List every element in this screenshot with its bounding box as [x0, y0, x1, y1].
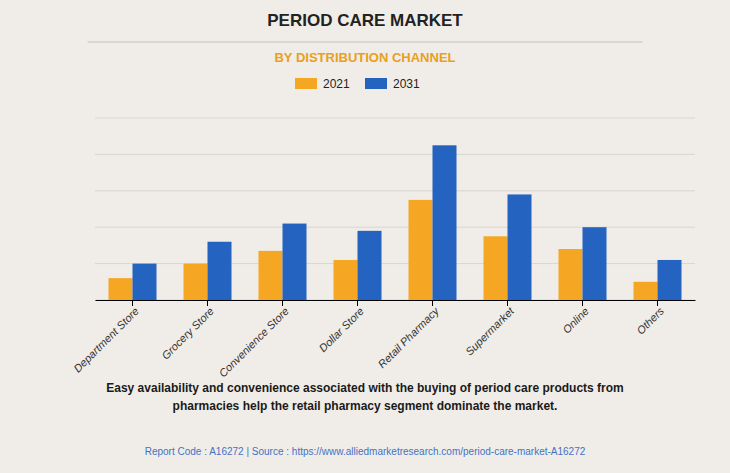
x-axis-line [96, 300, 696, 301]
separator [88, 42, 643, 43]
bar [433, 145, 457, 300]
bar [109, 278, 133, 300]
bar-series [109, 200, 658, 300]
bar [184, 264, 208, 300]
grid-line [95, 190, 695, 191]
bar [208, 242, 232, 300]
bar [634, 282, 658, 300]
grid-line [95, 154, 695, 155]
bar [334, 260, 358, 300]
x-tick: Retail Pharmacy [376, 300, 443, 370]
bar [133, 264, 157, 300]
x-tick-label: Others [634, 304, 666, 336]
legend-swatch [295, 78, 317, 89]
bar [259, 251, 283, 300]
legend-swatch [365, 78, 387, 89]
subtitle: BY DISTRIBUTION CHANNEL [274, 50, 455, 65]
x-tick-label: Supermarket [463, 304, 517, 358]
x-tick-label: Convenience Store [216, 305, 291, 380]
bar [583, 227, 607, 300]
x-tick: Convenience Store [216, 300, 291, 379]
grid [95, 118, 695, 300]
bar [358, 231, 382, 300]
x-tick: Online [560, 300, 591, 336]
x-tick-label: Dollar Store [317, 305, 367, 355]
bar [283, 224, 307, 300]
chart: PERIOD CARE MARKET BY DISTRIBUTION CHANNE… [0, 0, 730, 473]
grid-line [95, 118, 695, 119]
x-tick-label: Retail Pharmacy [376, 304, 443, 371]
x-tick: Grocery Store [159, 300, 216, 362]
bar [484, 236, 508, 300]
bar [559, 249, 583, 300]
bars [109, 145, 682, 300]
x-tick: Department Store [71, 300, 141, 375]
source-note: Report Code : A16272 | Source : https://… [145, 446, 586, 457]
x-tick: Others [634, 300, 666, 337]
legend-item: 2031 [365, 77, 420, 91]
x-tick: Supermarket [463, 300, 517, 358]
legend-label: 2021 [323, 77, 350, 91]
legend-label: 2031 [393, 77, 420, 91]
bar [658, 260, 682, 300]
background [0, 0, 730, 473]
legend-item: 2021 [295, 77, 350, 91]
x-tick-label: Department Store [71, 305, 141, 375]
x-tick-label: Grocery Store [159, 305, 216, 362]
x-tick-label: Online [560, 305, 591, 336]
bar [409, 200, 433, 300]
plot: Department Store Grocery StoreConvenience… [71, 118, 695, 379]
bar [508, 194, 532, 300]
bar-series [133, 145, 682, 300]
title: PERIOD CARE MARKET [267, 11, 463, 30]
x-axis: Department Store Grocery StoreConvenience… [71, 300, 695, 379]
x-tick: Dollar Store [317, 300, 367, 354]
footer: Easy availability and convenience associ… [106, 381, 623, 413]
legend: 2021 2031 [295, 77, 420, 91]
